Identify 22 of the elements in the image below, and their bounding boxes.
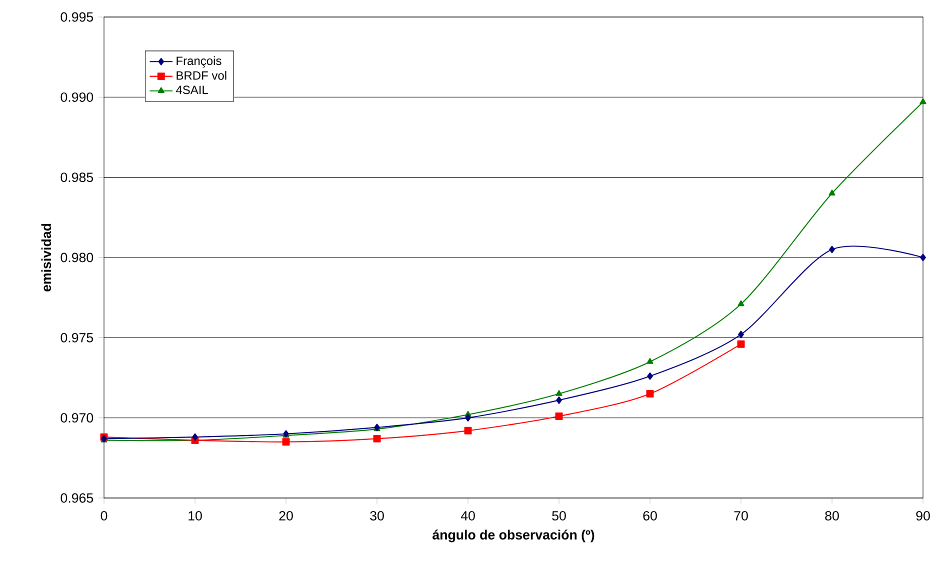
y-tick-label: 0.990 <box>60 92 94 102</box>
x-tick-label: 40 <box>460 511 475 521</box>
x-tick-label: 50 <box>552 511 566 521</box>
x-axis-title: ángulo de observación (º) <box>432 530 594 542</box>
x-tick-label: 0 <box>100 511 108 521</box>
legend-label: François <box>176 56 222 68</box>
x-tick-label: 90 <box>916 511 930 521</box>
y-tick-label: 0.985 <box>60 172 94 182</box>
y-tick-label: 0.975 <box>60 332 94 342</box>
legend-label: 4SAIL <box>176 86 208 94</box>
y-tick-label: 0.970 <box>60 413 94 423</box>
y-tick-label: 0.980 <box>60 252 94 262</box>
y-tick-label: 0.965 <box>60 493 94 503</box>
y-tick-label: 0.995 <box>60 12 94 22</box>
legend-label: BRDF vol <box>176 70 226 80</box>
x-tick-label: 70 <box>734 511 748 521</box>
x-tick-label: 10 <box>188 511 202 521</box>
x-tick-label: 80 <box>825 511 839 521</box>
x-tick-label: 30 <box>370 511 384 521</box>
x-tick-label: 20 <box>279 511 293 521</box>
y-axis-title: emisividad <box>41 224 52 292</box>
x-tick-label: 60 <box>643 511 657 521</box>
